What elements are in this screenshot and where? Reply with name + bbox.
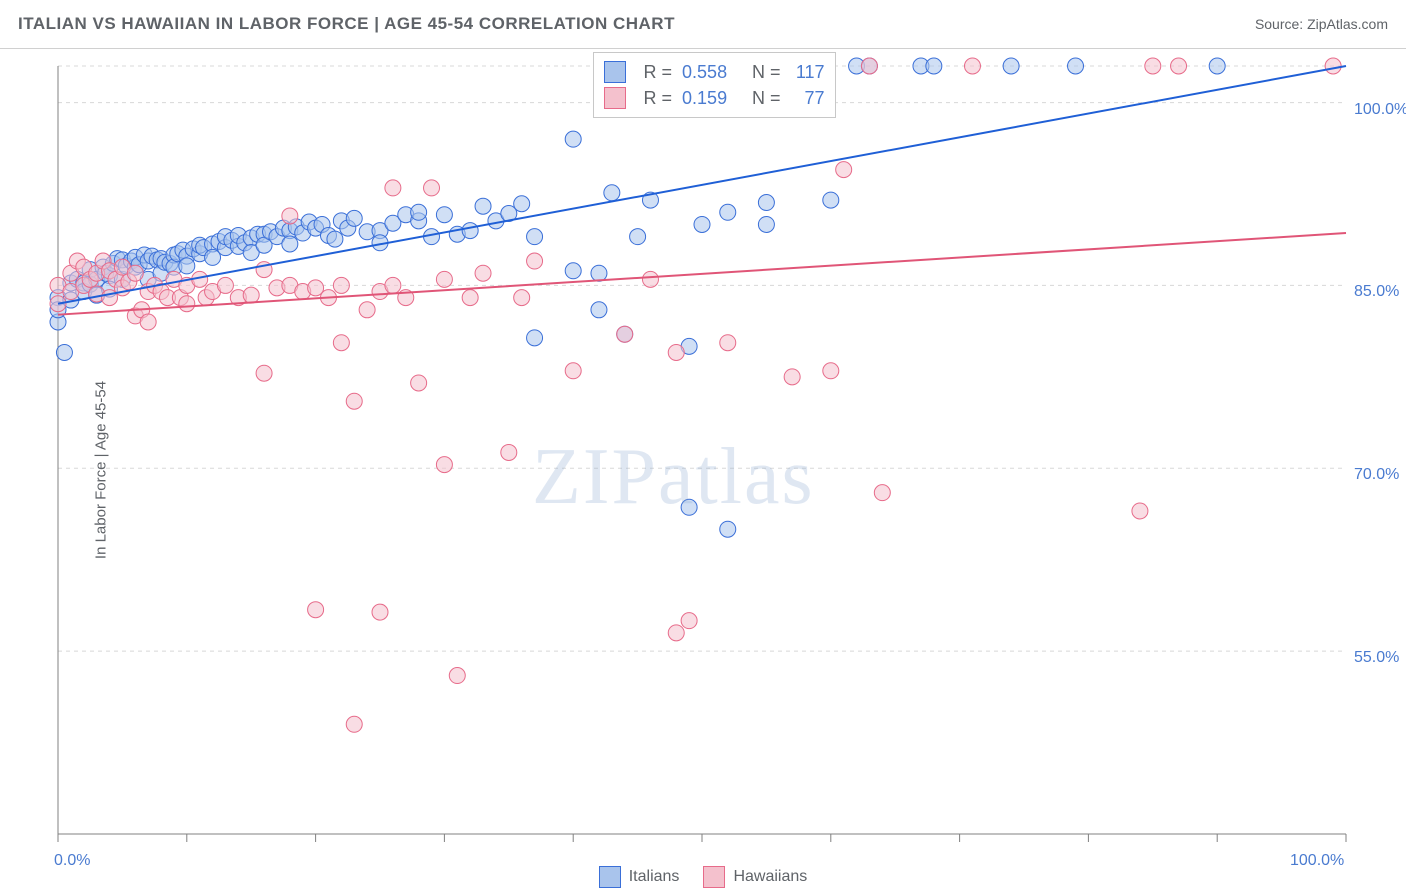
series-swatch-icon xyxy=(703,866,725,888)
chart-title: ITALIAN VS HAWAIIAN IN LABOR FORCE | AGE… xyxy=(18,14,675,34)
series-swatch-icon xyxy=(604,87,626,109)
y-tick-label: 55.0% xyxy=(1354,649,1399,667)
correlation-stats-box: R =0.558N =117R =0.159N =77 xyxy=(593,52,836,118)
plot-area: In Labor Force | Age 45-54 ZIPatlas R =0… xyxy=(0,48,1406,892)
y-tick-label: 85.0% xyxy=(1354,283,1399,301)
legend-item: Hawaiians xyxy=(703,866,807,888)
stats-row: R =0.159N =77 xyxy=(604,85,825,111)
y-axis-label: In Labor Force | Age 45-54 xyxy=(93,381,110,559)
legend-label: Italians xyxy=(629,868,680,885)
series-swatch-icon xyxy=(604,61,626,83)
y-tick-label: 70.0% xyxy=(1354,466,1399,484)
source-label: Source: ZipAtlas.com xyxy=(1255,16,1388,32)
series-swatch-icon xyxy=(599,866,621,888)
scatter-chart xyxy=(0,48,1406,892)
y-tick-label: 100.0% xyxy=(1354,101,1406,119)
legend: Italians Hawaiians xyxy=(0,866,1406,888)
x-tick-label: 0.0% xyxy=(54,852,90,870)
title-bar: ITALIAN VS HAWAIIAN IN LABOR FORCE | AGE… xyxy=(0,0,1406,49)
x-tick-label: 100.0% xyxy=(1290,852,1344,870)
legend-item: Italians xyxy=(599,866,680,888)
stats-row: R =0.558N =117 xyxy=(604,59,825,85)
legend-label: Hawaiians xyxy=(733,868,807,885)
